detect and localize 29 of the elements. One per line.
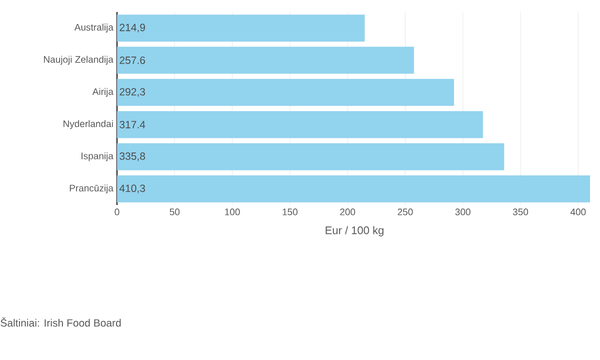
data-label: 317.4	[120, 120, 146, 128]
x-tick-label: 150	[282, 208, 298, 216]
y-tick-label: Naujoji Zelandija	[44, 56, 114, 65]
x-tick-label: 250	[398, 208, 413, 216]
x-tick-label: 100	[225, 208, 240, 216]
x-tick-label: 50	[170, 208, 180, 216]
x-tick-label: 350	[512, 208, 528, 216]
bar	[117, 111, 483, 138]
data-label: 335,8	[120, 152, 146, 162]
y-tick-label: Prancūzija	[70, 184, 114, 194]
y-tick-label: Airija	[92, 88, 114, 97]
bar	[117, 46, 414, 74]
bar	[117, 14, 365, 42]
text: Šaltiniai: Irish Food Board	[0, 317, 121, 327]
bar	[117, 143, 504, 170]
data-label: 292,3	[120, 88, 146, 97]
data-label: 257.6	[120, 56, 146, 64]
x-tick-label: 0	[114, 208, 120, 216]
x-tick-label: 200	[340, 208, 356, 216]
x-tick-label: 400	[570, 208, 586, 216]
y-tick-label: Australija	[74, 24, 114, 33]
x-tick-label: 300	[455, 208, 470, 216]
y-tick-label: Nyderlandai	[64, 120, 113, 130]
data-label: 410,3	[119, 184, 146, 194]
y-tick-label: Ispanija	[82, 152, 114, 162]
bar	[117, 78, 454, 106]
bar	[117, 175, 590, 202]
x-axis-title: Eur / 100 kg	[326, 226, 384, 236]
data-label: 214,9	[120, 24, 145, 32]
